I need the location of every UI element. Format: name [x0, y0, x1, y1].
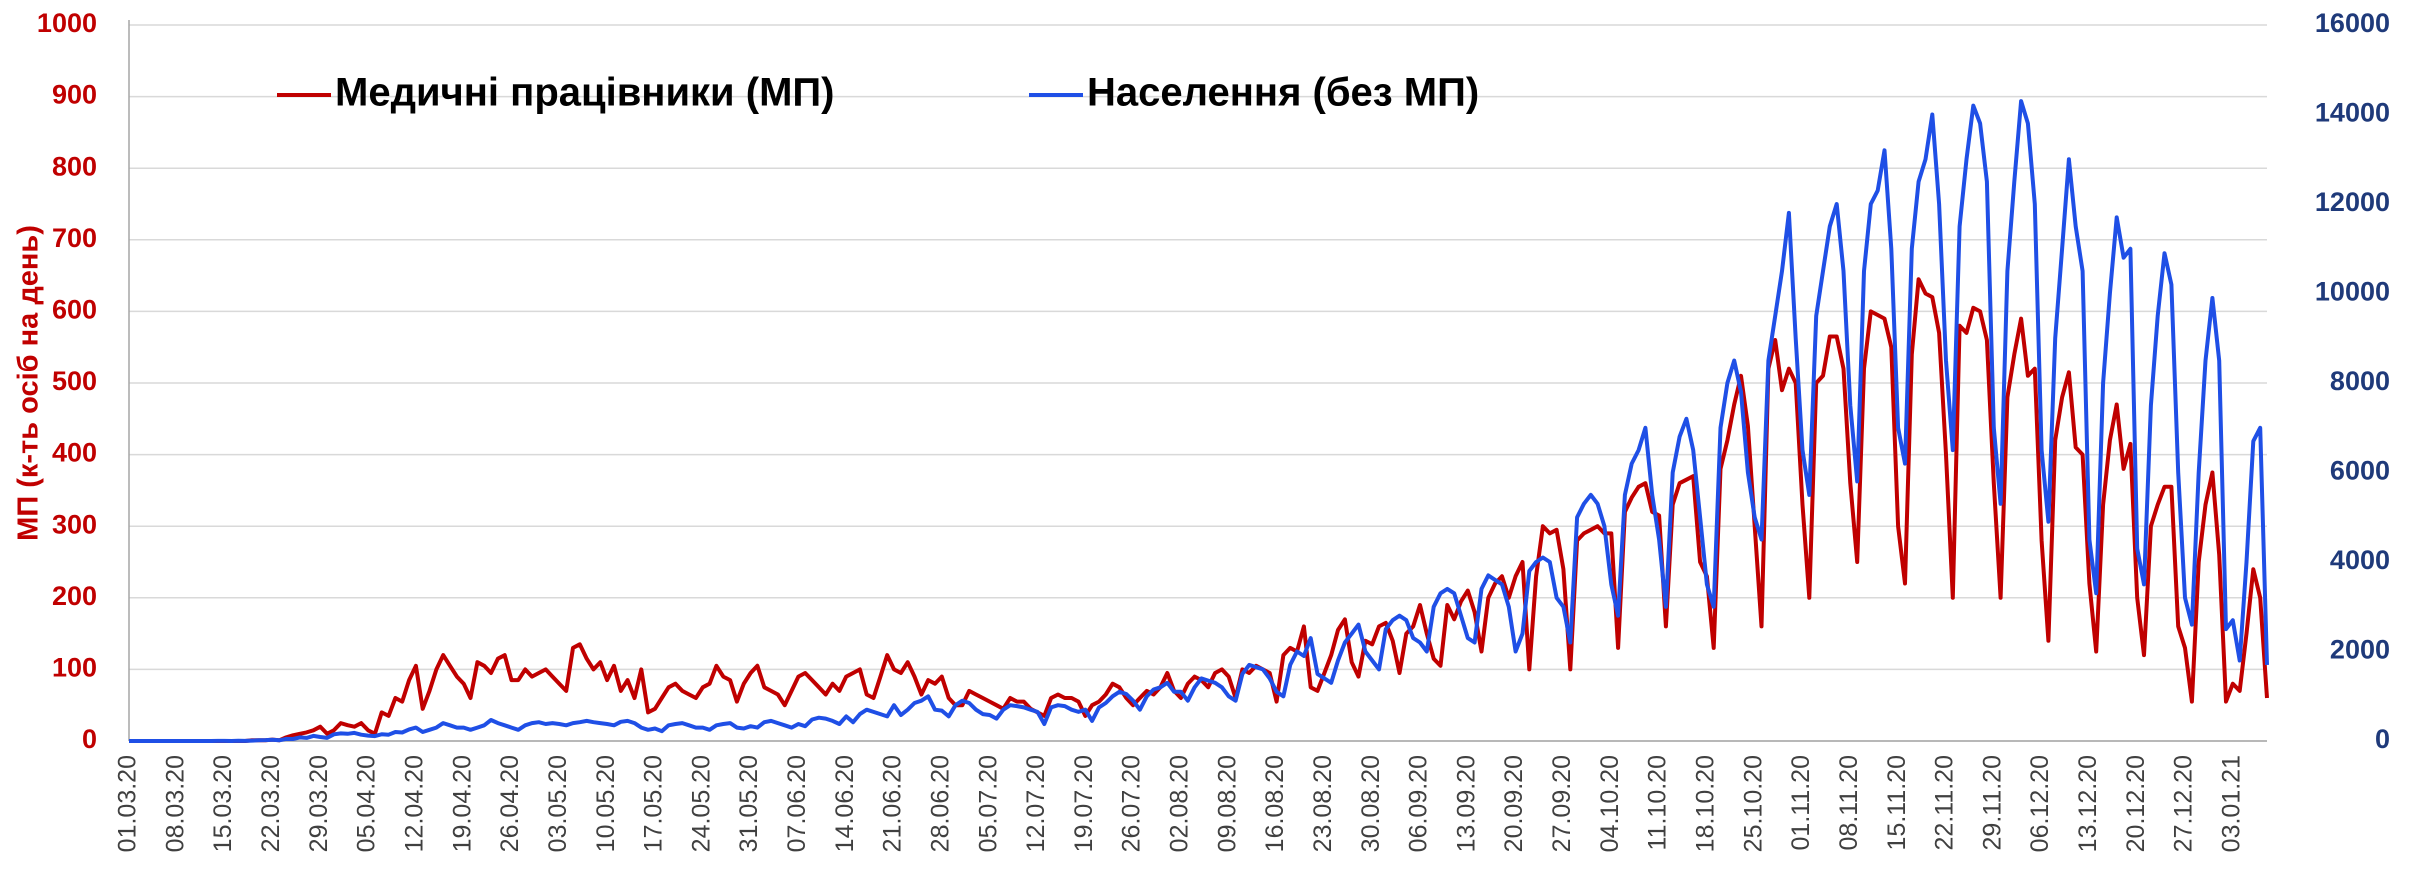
x-tick-label: 29.11.20 [1978, 755, 2006, 850]
series-line [129, 99, 2269, 743]
x-tick-label: 05.04.20 [353, 755, 381, 852]
x-tick-label: 31.05.20 [735, 755, 763, 852]
x-tick-label: 23.08.20 [1309, 755, 1337, 852]
y2-tick-label: 4000 [2330, 545, 2390, 575]
x-tick-label: 30.08.20 [1357, 755, 1385, 852]
legend-label: Населення (без МП) [1087, 71, 1479, 115]
x-tick-label: 27.12.20 [2170, 755, 2198, 852]
x-tick-label: 14.06.20 [831, 755, 859, 852]
x-tick-label: 03.01.21 [2217, 755, 2245, 852]
x-tick-label: 21.06.20 [879, 755, 907, 852]
x-tick-label: 19.04.20 [448, 755, 476, 852]
x-tick-label: 24.05.20 [687, 755, 715, 852]
y2-tick-label: 12000 [2315, 187, 2390, 217]
x-tick-label: 15.03.20 [209, 755, 237, 852]
y2-tick-label: 10000 [2315, 277, 2390, 307]
x-tick-label: 15.11.20 [1883, 755, 1911, 850]
y-tick-label: 800 [52, 151, 97, 181]
x-tick-label: 20.09.20 [1500, 755, 1528, 852]
x-tick-label: 06.12.20 [2026, 755, 2054, 852]
x-tick-label: 12.07.20 [1022, 755, 1050, 852]
x-tick-label: 22.11.20 [1931, 755, 1959, 850]
x-tick-label: 18.10.20 [1691, 755, 1719, 852]
x-tick-label: 19.07.20 [1070, 755, 1098, 852]
x-tick-label: 20.12.20 [2122, 755, 2150, 852]
y-tick-label: 100 [52, 653, 97, 683]
y-tick-label: 1000 [37, 8, 97, 38]
x-tick-label: 06.09.20 [1405, 755, 1433, 852]
x-tick-label: 09.08.20 [1213, 755, 1241, 852]
x-tick-label: 01.11.20 [1787, 755, 1815, 850]
x-tick-label: 17.05.20 [640, 755, 668, 852]
x-tick-label: 13.12.20 [2074, 755, 2102, 852]
x-tick-label: 22.03.20 [257, 755, 285, 852]
x-tick-label: 02.08.20 [1166, 755, 1194, 852]
y2-tick-label: 0 [2375, 724, 2390, 754]
y-tick-label: 500 [52, 366, 97, 396]
y-tick-label: 600 [52, 295, 97, 325]
y2-tick-label: 6000 [2330, 456, 2390, 486]
x-tick-label: 16.08.20 [1261, 755, 1289, 852]
x-tick-label: 26.04.20 [496, 755, 524, 852]
series-line [129, 277, 2269, 743]
x-tick-label: 08.11.20 [1835, 755, 1863, 850]
x-tick-label: 08.03.20 [161, 755, 189, 852]
y2-tick-label: 8000 [2330, 366, 2390, 396]
y2-tick-label: 16000 [2315, 8, 2390, 38]
x-tick-label: 12.04.20 [400, 755, 428, 852]
x-tick-label: 25.10.20 [1739, 755, 1767, 852]
x-tick-label: 10.05.20 [592, 755, 620, 852]
y-tick-label: 200 [52, 581, 97, 611]
x-tick-label: 13.09.20 [1452, 755, 1480, 852]
y-tick-label: 900 [52, 80, 97, 110]
legend-label: Медичні працівники (МП) [335, 71, 834, 115]
y-tick-label: 700 [52, 223, 97, 253]
x-tick-label: 26.07.20 [1118, 755, 1146, 852]
x-tick-label: 27.09.20 [1548, 755, 1576, 852]
x-tick-label: 29.03.20 [305, 755, 333, 852]
y2-tick-label: 2000 [2330, 635, 2390, 665]
x-tick-label: 05.07.20 [974, 755, 1002, 852]
x-tick-label: 28.06.20 [926, 755, 954, 852]
x-tick-label: 03.05.20 [544, 755, 572, 852]
x-tick-label: 01.03.20 [114, 755, 142, 852]
y-tick-label: 0 [82, 724, 97, 754]
x-tick-label: 11.10.20 [1644, 755, 1672, 850]
x-tick-label: 04.10.20 [1596, 755, 1624, 852]
y-tick-label: 300 [52, 509, 97, 539]
y-axis-title: МП (к-ть осіб на день) [13, 225, 45, 541]
y2-tick-label: 14000 [2315, 98, 2390, 128]
x-tick-label: 07.06.20 [783, 755, 811, 852]
y-tick-label: 400 [52, 438, 97, 468]
